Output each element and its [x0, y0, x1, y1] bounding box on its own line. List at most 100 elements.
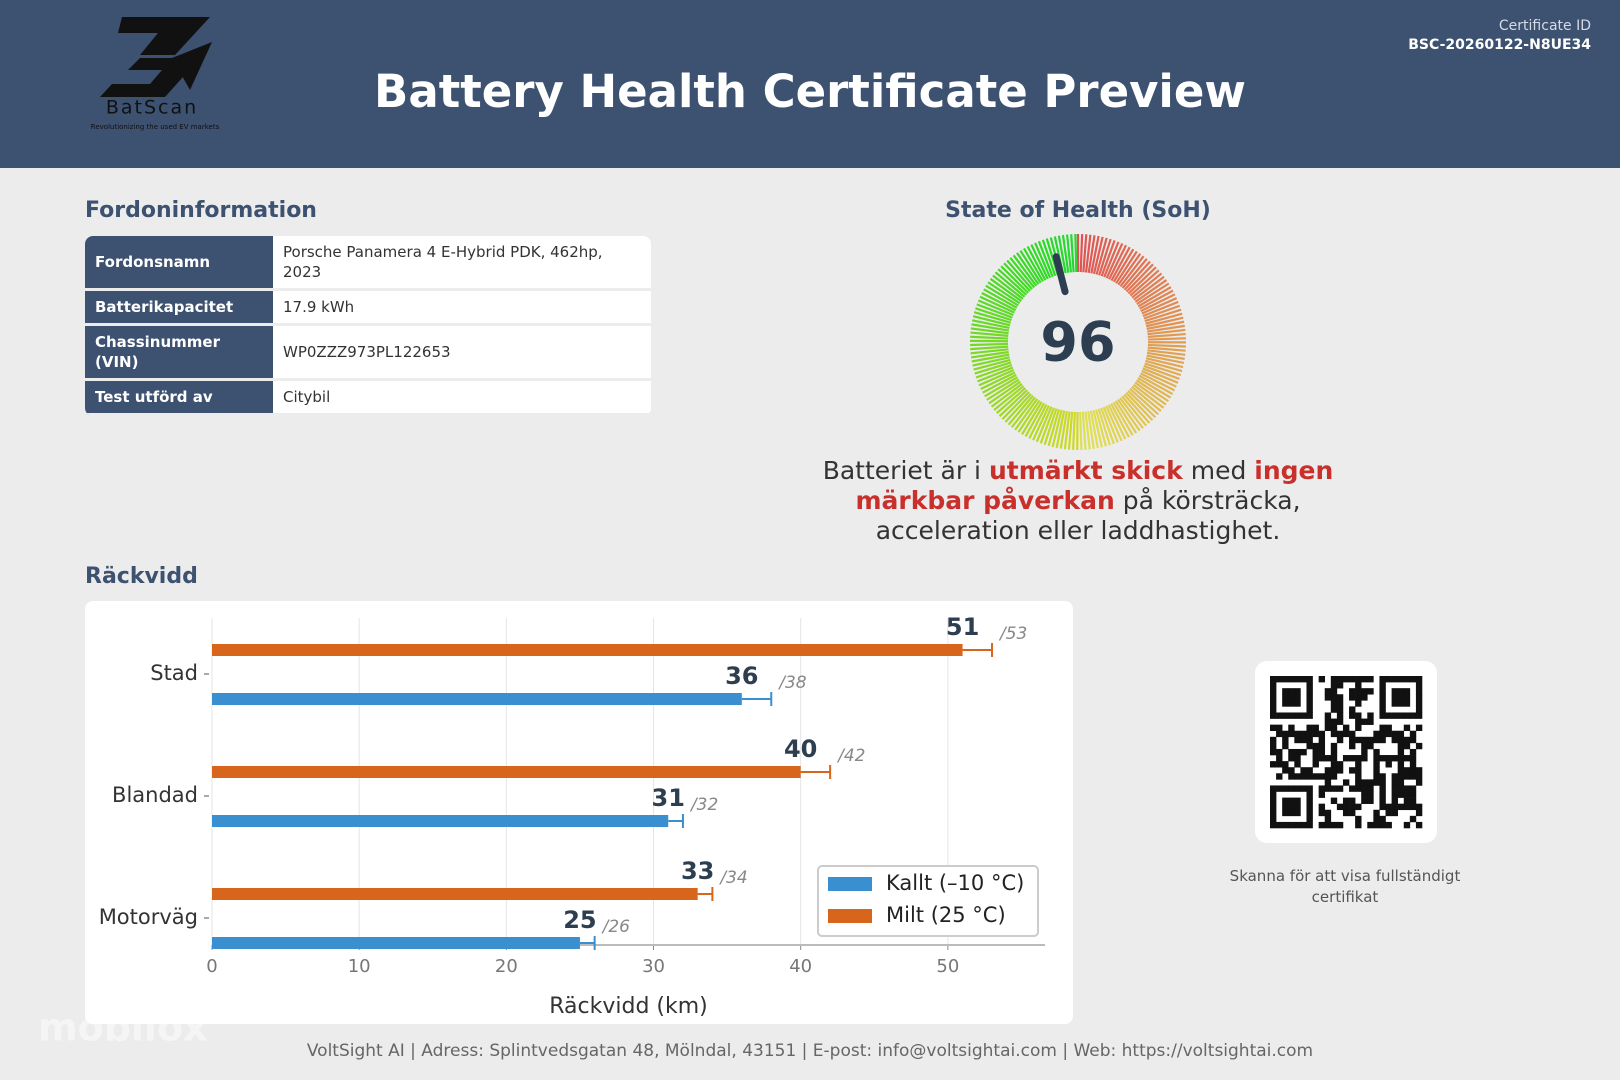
gauge-tick [1108, 244, 1128, 280]
qr-module [1409, 736, 1417, 744]
gauge-tick [1107, 404, 1127, 440]
footer: VoltSight AI | Adress: Splintvedsgatan 4… [306, 1041, 1314, 1061]
gauge-tick [1144, 362, 1182, 377]
qr-module [1300, 712, 1307, 719]
qr-module [1385, 761, 1392, 768]
qr-module [1276, 821, 1283, 829]
qr-module [1403, 712, 1411, 719]
gauge-tick [1034, 242, 1052, 279]
qr-module [1270, 742, 1277, 750]
gauge-tick [1095, 237, 1108, 275]
max-label: /34 [718, 868, 747, 888]
gauge-tick [983, 288, 1018, 309]
qr-module [1276, 761, 1283, 768]
qr-module [1270, 736, 1277, 744]
row-value: WP0ZZZ973PL122653 [273, 324, 651, 381]
x-tick-label: 50 [936, 956, 959, 977]
qr-module [1355, 688, 1362, 695]
qr-module [1336, 700, 1344, 707]
row-value: Porsche Panamera 4 E-Hybrid PDK, 462hp, … [273, 236, 651, 291]
gauge-tick [1147, 332, 1186, 338]
gauge-tick [1117, 398, 1141, 432]
qr-module [1373, 755, 1380, 762]
gauge-tick [1140, 372, 1176, 392]
qr-module [1415, 700, 1423, 707]
qr-module [1385, 803, 1392, 811]
gauge-tick [1084, 234, 1092, 273]
qr-module [1294, 748, 1301, 756]
qr-module [1385, 712, 1392, 719]
gauge-tick [1129, 388, 1159, 416]
qr-module [1349, 797, 1356, 804]
qr-module [1415, 724, 1423, 732]
qr-module [1349, 688, 1356, 695]
qr-module [1403, 797, 1411, 804]
qr-module [1379, 815, 1386, 823]
qr-module [1342, 755, 1350, 762]
qr-module [1355, 761, 1362, 768]
gauge-tick [1024, 402, 1046, 437]
gauge-tick [985, 284, 1019, 307]
qr-module [1403, 676, 1411, 683]
gauge-tick [978, 369, 1015, 387]
gauge-tick [1103, 241, 1120, 278]
qr-module [1379, 785, 1386, 792]
row-value: 17.9 kWh [273, 289, 651, 326]
qr-module [1379, 736, 1386, 744]
qr-module [1330, 682, 1338, 689]
qr-module [1361, 736, 1368, 744]
qr-module [1330, 773, 1338, 780]
qr-module [1300, 773, 1307, 780]
qr-module [1294, 730, 1301, 738]
chart-panel [85, 601, 1073, 1024]
qr-module [1306, 694, 1313, 701]
qr-module [1409, 748, 1417, 756]
qr-module [1270, 748, 1277, 756]
watermark: mobilox [38, 1006, 208, 1050]
qr-module [1300, 785, 1307, 792]
qr-module [1312, 755, 1319, 762]
legend-label: Kallt (–10 °C) [886, 871, 1024, 895]
qr-module [1288, 724, 1295, 732]
qr-module [1270, 821, 1277, 829]
gauge-tick [970, 342, 1009, 347]
qr-module [1391, 803, 1398, 811]
certificate-id: BSC-20260122-N8UE34 [1408, 37, 1591, 53]
qr-module [1397, 700, 1405, 707]
gauge-tick [1145, 316, 1184, 328]
qr-module [1373, 736, 1380, 744]
gauge-tick [1074, 234, 1078, 273]
qr-module [1270, 791, 1277, 798]
gauge-tick [971, 353, 1010, 363]
qr-module [1349, 809, 1356, 817]
qr-module [1324, 712, 1332, 719]
qr-module [1282, 700, 1289, 707]
qr-module [1282, 761, 1289, 768]
qr-module [1330, 694, 1338, 701]
gauge-tick [1105, 243, 1124, 279]
gauge-tick [1087, 235, 1096, 273]
qr-module [1349, 730, 1356, 738]
page-title: Battery Health Certificate Preview [374, 65, 1246, 118]
qr-module [1349, 712, 1356, 719]
gauge-tick [1142, 300, 1179, 318]
qr-module [1367, 785, 1374, 792]
qr-module [1306, 682, 1313, 689]
gauge-tick [1142, 367, 1179, 384]
max-label: /38 [777, 673, 807, 693]
gauge-tick [1146, 354, 1185, 365]
qr-module [1330, 688, 1338, 695]
gauge-tick [1123, 260, 1151, 291]
bar [212, 644, 963, 656]
qr-module [1409, 791, 1417, 798]
qr-module [1318, 773, 1326, 780]
qr-module [1324, 718, 1332, 725]
row-value: Citybil [273, 379, 651, 416]
gauge-tick [1146, 351, 1185, 360]
qr-module [1318, 791, 1326, 798]
gauge-tick [971, 323, 1010, 332]
qr-module [1391, 712, 1398, 719]
gauge-tick [1016, 252, 1040, 285]
